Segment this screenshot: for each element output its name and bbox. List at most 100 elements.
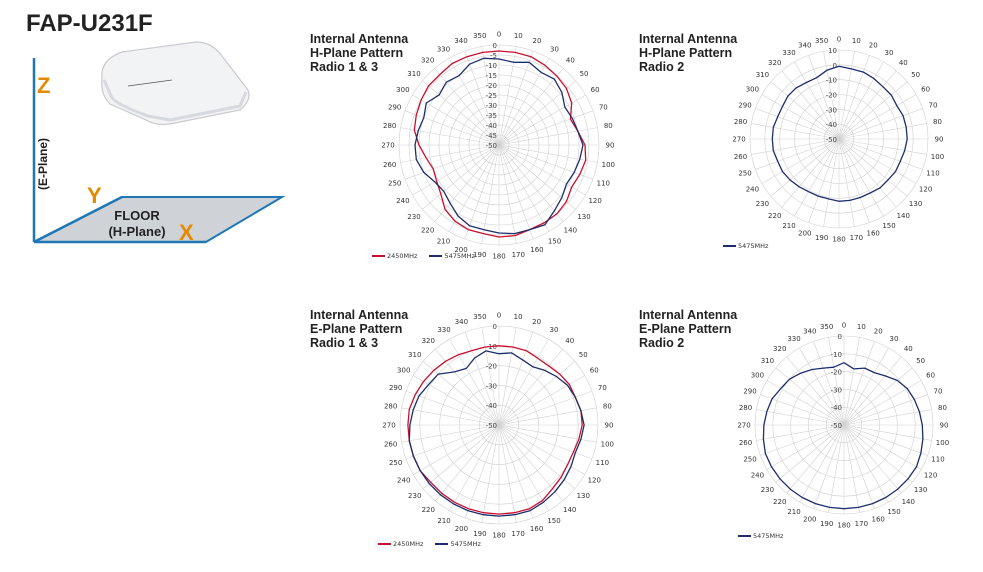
chart-2-spoke xyxy=(838,81,908,140)
chart-2-angle-tick: 100 xyxy=(931,153,944,161)
chart-3-angle-tick: 60 xyxy=(590,367,599,375)
chart-3-radial-tick: 0 xyxy=(493,323,497,331)
chart-1-spoke xyxy=(422,80,500,146)
chart-4-angle-tick: 320 xyxy=(773,345,786,353)
chart-2-angle-tick: 0 xyxy=(837,36,841,44)
chart-1-spoke xyxy=(498,144,598,163)
chart-4-spoke xyxy=(843,424,913,483)
chart-4-spoke xyxy=(760,424,845,456)
chart-1-title: Internal Antenna H-Plane Pattern Radio 1… xyxy=(310,32,408,74)
chart-3-spoke xyxy=(401,424,500,443)
chart-2-angle-tick: 320 xyxy=(768,59,781,67)
chart-3-spoke xyxy=(498,424,549,511)
chart-3-spoke xyxy=(498,327,517,426)
chart-1-radial-tick: -45 xyxy=(486,132,497,140)
chart-2-spoke xyxy=(770,138,840,197)
chart-2-spoke xyxy=(838,138,884,217)
chart-2-title-line-1: Internal Antenna xyxy=(639,32,738,46)
chart-4-spoke xyxy=(843,424,932,441)
chart-2-spoke xyxy=(838,94,917,140)
chart-3-spoke xyxy=(449,339,500,426)
h-plane-label: (H-Plane) xyxy=(108,224,165,239)
chart-4-spoke xyxy=(843,380,922,426)
y-label: Y xyxy=(87,183,102,208)
chart-2-angle-tick: 230 xyxy=(756,200,769,208)
chart-2-spoke xyxy=(751,138,840,155)
orientation-diagram: Z Y X (E-Plane) FLOOR (H-Plane) xyxy=(32,41,286,245)
chart-1-angle-tick: 230 xyxy=(407,213,420,221)
chart-3-angle-tick: 110 xyxy=(596,459,609,467)
chart-4-spoke xyxy=(843,337,860,426)
chart-2-angle-tick: 130 xyxy=(909,200,922,208)
chart-2-spoke xyxy=(838,108,923,140)
chart-1-title-line-3: Radio 1 & 3 xyxy=(310,60,379,74)
chart-2-radial-tick: 10 xyxy=(828,47,837,55)
chart-4-angle-tick: 180 xyxy=(837,522,850,530)
chart-1-angle-tick: 350 xyxy=(473,32,486,40)
chart-2-angle-tick: 250 xyxy=(738,170,751,178)
chart-4-angle-tick: 210 xyxy=(787,508,800,516)
chart-2-radial-tick: -10 xyxy=(826,77,837,85)
chart-4-spoke xyxy=(766,424,845,470)
x-label: X xyxy=(179,220,194,245)
chart-2-angle-tick: 240 xyxy=(746,186,759,194)
chart-4-angle-tick: 120 xyxy=(924,472,937,480)
e-plane-label: (E-Plane) xyxy=(36,138,50,190)
chart-4-angle-tick: 110 xyxy=(931,456,944,464)
chart-4-title: Internal Antenna E-Plane Pattern Radio 2 xyxy=(639,308,737,350)
chart-2-spoke xyxy=(838,123,927,140)
chart-1-angle-tick: 20 xyxy=(533,37,542,45)
chart-3-spoke xyxy=(413,424,500,475)
chart-3-angle-tick: 310 xyxy=(408,351,421,359)
chart-4-angle-tick: 20 xyxy=(874,328,883,336)
chart-3-angle-tick: 290 xyxy=(389,384,402,392)
chart-3-title-line-3: Radio 1 & 3 xyxy=(310,336,379,350)
chart-4-angle-tick: 100 xyxy=(936,439,949,447)
chart-3-radial-tick: -50 xyxy=(486,422,497,430)
chart-3-series-2450MHz xyxy=(407,345,583,515)
chart-1-spoke xyxy=(448,144,500,232)
chart-1-spoke xyxy=(498,144,576,210)
chart-2-angle-tick: 200 xyxy=(798,229,811,237)
chart-4-radial-tick: -30 xyxy=(831,386,842,394)
chart-2-spoke xyxy=(838,70,897,140)
chart-1-radial-tick: -15 xyxy=(486,72,497,80)
chart-2-spoke xyxy=(794,138,840,217)
chart-4-angle-tick: 280 xyxy=(739,404,752,412)
chart-1-angle-tick: 140 xyxy=(564,227,577,235)
chart-1-spoke xyxy=(498,110,594,146)
chart-3-radial-tick: -20 xyxy=(486,363,497,371)
chart-1-spoke xyxy=(404,144,500,180)
chart-4-radial-tick: -40 xyxy=(831,404,842,412)
chart-4-spoke xyxy=(843,424,889,503)
chart-4-legend-5475: 5475MHz xyxy=(753,532,784,540)
chart-3-spoke xyxy=(422,424,500,489)
chart-4-angle-tick: 40 xyxy=(904,345,913,353)
chart-2-legend-5475: 5475MHz xyxy=(738,242,769,250)
chart-1-angle-tick: 100 xyxy=(602,161,615,169)
chart-3-angle-tick: 0 xyxy=(497,312,501,320)
chart-1-angle-tick: 340 xyxy=(454,37,467,45)
chart-2-angle-tick: 40 xyxy=(899,59,908,67)
chart-2-radial-tick: -50 xyxy=(826,136,837,144)
chart-3-angle-tick: 270 xyxy=(382,422,395,430)
chart-4-angle-tick: 60 xyxy=(926,372,935,380)
chart-2-angle-tick: 30 xyxy=(885,49,894,57)
chart-2-spoke xyxy=(761,138,840,184)
chart-4-angle-tick: 350 xyxy=(820,323,833,331)
chart-4-title-line-1: Internal Antenna xyxy=(639,308,738,322)
chart-1-series-2450MHz xyxy=(413,50,587,238)
chart-2-spoke xyxy=(838,138,917,184)
chart-2-spoke xyxy=(838,138,923,170)
chart-3-angle-tick: 70 xyxy=(598,384,607,392)
chart-1-angle-tick: 90 xyxy=(606,142,615,150)
chart-2-angle-tick: 180 xyxy=(832,236,845,244)
chart-1-angle-tick: 0 xyxy=(497,31,501,39)
chart-2-spoke xyxy=(781,138,840,208)
chart-4-angle-tick: 160 xyxy=(872,515,885,523)
chart-2-angle-tick: 330 xyxy=(782,49,795,57)
chart-3-spoke xyxy=(498,339,549,426)
chart-3-spoke xyxy=(422,361,500,426)
chart-3-spoke xyxy=(464,331,500,426)
